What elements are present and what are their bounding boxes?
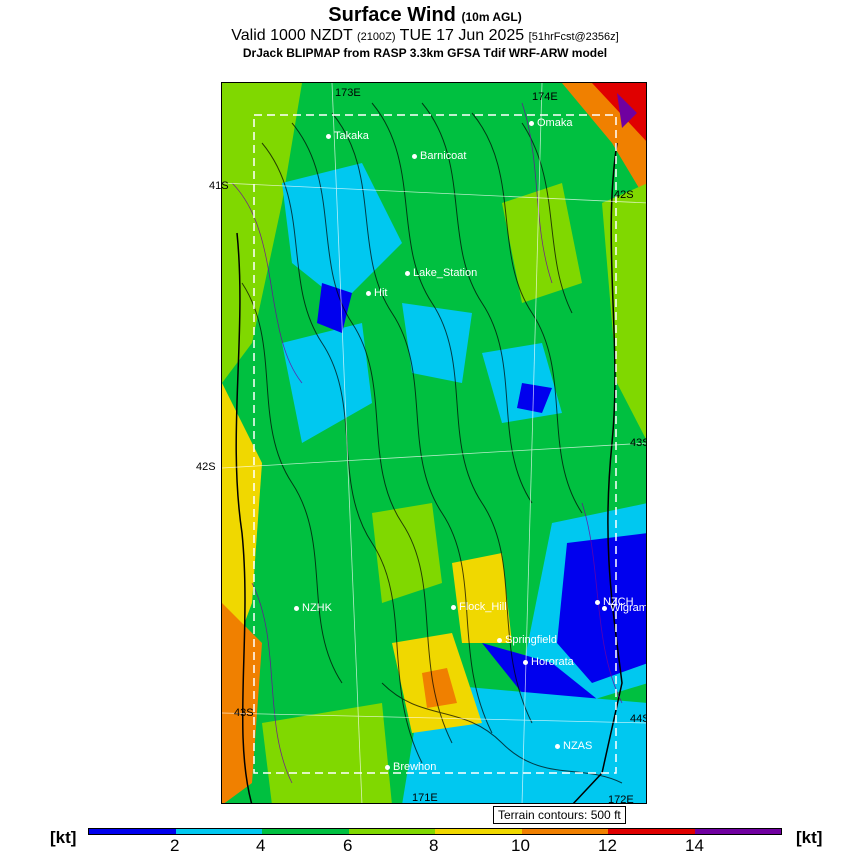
station-flock-hill: Flock_Hill: [451, 601, 507, 613]
unit-label-left: [kt]: [50, 828, 77, 847]
colorbar-tick: 10: [511, 836, 530, 855]
lon-label-172e: 172E: [608, 794, 634, 804]
lat-label-44s: 44S: [630, 713, 646, 725]
lat-label-42s-left: 42S: [196, 461, 216, 473]
colorbar-segment: [175, 829, 262, 834]
valid-time: Valid 1000 NZDT (2100Z) TUE 17 Jun 2025 …: [231, 27, 619, 44]
lon-label-174e: 174E: [532, 91, 558, 103]
station-nzch: NZCH: [595, 596, 634, 608]
station-brewhon: Brewhon: [385, 761, 436, 773]
wind-field: [222, 83, 646, 803]
colorbar-tick: 2: [170, 836, 180, 855]
colorbar-tick: 12: [598, 836, 617, 855]
terrain-contour-note: Terrain contours: 500 ft: [493, 806, 626, 824]
colorbar-tick: 4: [256, 836, 266, 855]
colorbar-segment: [521, 829, 608, 834]
colorbar-segment: [262, 829, 349, 834]
wind-speed-colorbar: [88, 828, 782, 835]
colorbar-segment: [89, 829, 176, 834]
station-hororata: Hororata: [523, 656, 574, 668]
station-takaka: Takaka: [326, 130, 369, 142]
colorbar-tick: 6: [343, 836, 353, 855]
colorbar-segment: [348, 829, 435, 834]
station-lake-station: Lake_Station: [405, 267, 477, 279]
colorbar-tick: 8: [429, 836, 439, 855]
wind-map: 173E 174E 42S 43S 43S 44S 171E 172E Taka…: [221, 82, 647, 804]
colorbar-segment: [608, 829, 695, 834]
map-title: Surface Wind (10m AGL): [328, 4, 522, 26]
colorbar-tick: 14: [685, 836, 704, 855]
colorbar-segment: [435, 829, 522, 834]
lat-label-43s-right: 43S: [630, 437, 646, 449]
lat-label-43s-left: 43S: [234, 707, 254, 719]
station-omaka: Omaka: [529, 117, 572, 129]
colorbar-segment: [694, 829, 781, 834]
lat-label-42s-right: 42S: [614, 189, 634, 201]
model-description: DrJack BLIPMAP from RASP 3.3km GFSA Tdif…: [242, 46, 608, 60]
unit-label-right: [kt]: [796, 828, 823, 847]
station-nzhk: NZHK: [294, 602, 332, 614]
lon-label-171e: 171E: [412, 792, 438, 804]
station-barnicoat: Barnicoat: [412, 150, 466, 162]
station-nzas: NZAS: [555, 740, 592, 752]
lat-label-41s: 41S: [209, 180, 229, 192]
station-hit: Hit: [366, 287, 387, 299]
lon-label-173e: 173E: [335, 87, 361, 99]
station-wigram: Wigram: [602, 602, 646, 614]
station-springfield: Springfield: [497, 634, 557, 646]
